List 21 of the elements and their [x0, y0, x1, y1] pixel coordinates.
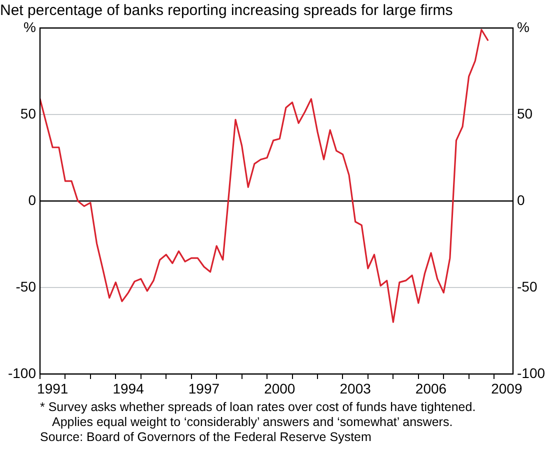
- x-tick-label: 1997: [188, 380, 220, 396]
- source-note: Source: Board of Governors of the Federal Reserve System: [40, 430, 372, 445]
- y-tick-label: %: [24, 18, 36, 35]
- x-tick-label: 2006: [415, 380, 447, 396]
- x-tick-label: 2009: [491, 380, 522, 396]
- x-tick-label: 1994: [112, 380, 144, 396]
- x-tick-label: 2003: [340, 380, 372, 396]
- chart-title: Net percentage of banks reporting increasing spreads for large firms: [0, 2, 453, 20]
- x-tick-label: 2000: [264, 380, 296, 396]
- y2-tick-label: 0: [517, 192, 525, 208]
- y-tick-label: -100: [8, 364, 36, 381]
- y2-tick-label: -50: [517, 278, 538, 294]
- y2-tick-label: 50: [517, 105, 533, 122]
- y2-tick-label: %: [517, 18, 530, 35]
- y-tick-label: 50: [20, 105, 36, 122]
- y2-tick-label: -100: [517, 364, 546, 381]
- y-tick-label: -50: [16, 278, 36, 294]
- text: Applies equal weight to ‘considerably’ answers and ‘somewhat’ answers.: [51, 415, 454, 430]
- y-tick-label: 0: [28, 192, 36, 208]
- text: * Survey asks whether spreads of loan rates over cost of funds have tightened.: [40, 400, 477, 415]
- x-tick-label: 1991: [37, 380, 68, 396]
